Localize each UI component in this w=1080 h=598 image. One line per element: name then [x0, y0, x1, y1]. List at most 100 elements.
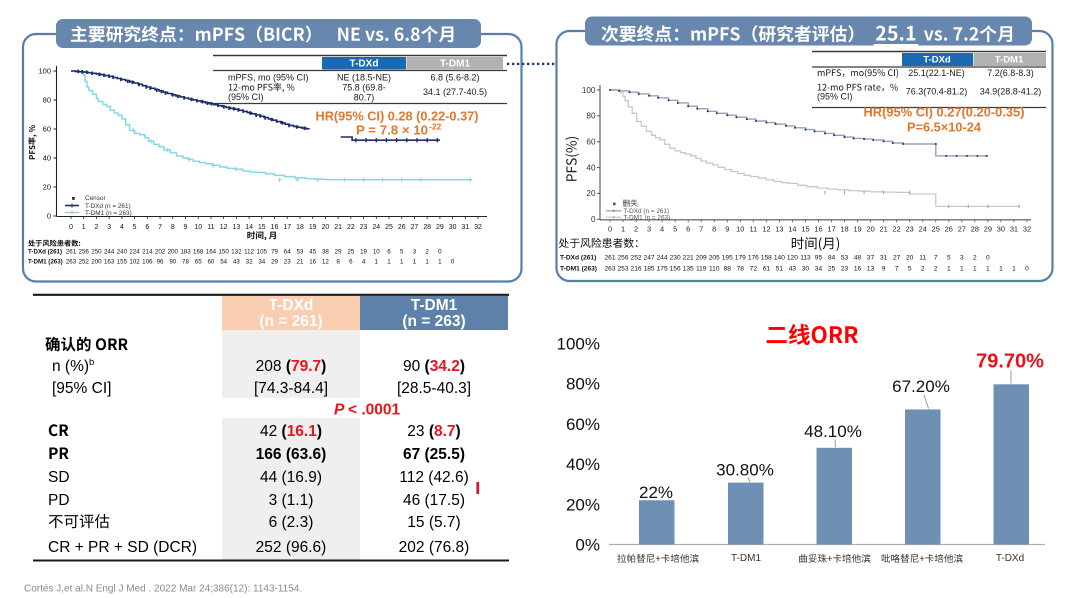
svg-text:): ) [460, 358, 465, 375]
svg-text:250: 250 [91, 249, 102, 256]
svg-text:40%: 40% [566, 455, 600, 474]
svg-text:31: 31 [880, 255, 888, 262]
svg-text:90: 90 [403, 358, 421, 375]
svg-text:120: 120 [787, 255, 798, 262]
svg-text:256: 256 [618, 255, 629, 262]
svg-text:20: 20 [586, 189, 596, 198]
svg-text:105: 105 [257, 249, 268, 256]
svg-text:166 (63.6): 166 (63.6) [256, 446, 327, 463]
svg-text:216: 216 [631, 266, 642, 273]
svg-text:3: 3 [107, 224, 111, 231]
svg-text:-22: -22 [429, 122, 442, 132]
svg-text:10: 10 [373, 249, 380, 256]
svg-text:79.7: 79.7 [291, 358, 321, 375]
svg-text:9: 9 [882, 266, 886, 273]
svg-text:P = 7.8 × 10: P = 7.8 × 10 [356, 123, 428, 138]
svg-text:90: 90 [169, 259, 176, 266]
svg-text:80: 80 [43, 96, 51, 105]
svg-text:78: 78 [737, 266, 745, 273]
svg-text:164: 164 [206, 249, 217, 256]
svg-text:112 (42.6): 112 (42.6) [399, 469, 469, 486]
svg-text:61: 61 [763, 266, 771, 273]
svg-text:11: 11 [919, 255, 926, 262]
svg-text:40: 40 [43, 154, 51, 163]
svg-text:95: 95 [815, 255, 823, 262]
svg-text:22%: 22% [639, 483, 673, 502]
svg-text:3: 3 [647, 225, 651, 234]
svg-text:(: ( [425, 358, 431, 375]
svg-text:43: 43 [789, 266, 797, 273]
svg-text:5: 5 [947, 255, 951, 262]
svg-text:221: 221 [683, 255, 694, 262]
svg-text:175: 175 [657, 266, 668, 273]
svg-text:202 (76.8): 202 (76.8) [399, 539, 470, 556]
svg-text:263: 263 [66, 259, 77, 266]
svg-text:80%: 80% [566, 375, 600, 394]
svg-text:100: 100 [582, 86, 596, 95]
svg-text:25: 25 [385, 224, 393, 231]
svg-text:60: 60 [207, 259, 214, 266]
svg-text:200: 200 [168, 249, 179, 256]
svg-text:14: 14 [788, 225, 796, 234]
svg-text:NE (18.5-NE): NE (18.5-NE) [337, 73, 391, 83]
svg-text:24: 24 [919, 225, 927, 234]
svg-text:25: 25 [932, 225, 940, 234]
svg-text:T-DM1 (n = 263): T-DM1 (n = 263) [624, 214, 671, 221]
svg-text:7: 7 [158, 224, 162, 231]
svg-text:1: 1 [387, 259, 391, 266]
svg-text:26: 26 [398, 224, 406, 231]
svg-text:1: 1 [960, 266, 964, 273]
svg-text:18: 18 [296, 224, 304, 231]
svg-text:88: 88 [724, 266, 732, 273]
svg-text:T-DM1 (263): T-DM1 (263) [28, 259, 63, 266]
svg-text:106: 106 [142, 259, 153, 266]
svg-text:1: 1 [425, 259, 429, 266]
svg-text:135: 135 [683, 266, 694, 273]
svg-text:(95% CI): (95% CI) [228, 92, 264, 102]
svg-text:53: 53 [297, 249, 304, 256]
svg-text:11: 11 [749, 225, 757, 234]
svg-text:30: 30 [997, 225, 1005, 234]
svg-text:28: 28 [423, 224, 431, 231]
svg-text:29: 29 [271, 259, 278, 266]
svg-text:8: 8 [171, 224, 175, 231]
svg-text:T-DXd: T-DXd [269, 297, 314, 314]
svg-text:29: 29 [436, 224, 444, 231]
svg-text:5: 5 [400, 249, 404, 256]
svg-text:256: 256 [79, 249, 90, 256]
svg-text:34.2: 34.2 [430, 358, 460, 375]
svg-text:20: 20 [866, 225, 874, 234]
svg-text:0: 0 [69, 224, 73, 231]
svg-text:3: 3 [413, 249, 417, 256]
svg-text:214: 214 [142, 249, 153, 256]
svg-text:253: 253 [618, 266, 629, 273]
svg-text:158: 158 [761, 255, 772, 262]
svg-text:T-DXd: T-DXd [350, 59, 379, 70]
svg-text:T-DXd (n = 261): T-DXd (n = 261) [85, 203, 131, 210]
svg-text:119: 119 [696, 266, 707, 273]
svg-text:(: ( [429, 423, 435, 440]
svg-text:195: 195 [722, 255, 733, 262]
svg-text:53: 53 [841, 255, 849, 262]
svg-text:20: 20 [43, 183, 51, 192]
svg-text:8: 8 [712, 225, 716, 234]
svg-text:0: 0 [47, 212, 51, 221]
svg-text:17: 17 [283, 224, 291, 231]
svg-text:1: 1 [400, 259, 404, 266]
svg-text:60: 60 [43, 125, 51, 134]
svg-text:67.20%: 67.20% [892, 377, 950, 396]
svg-text:16: 16 [271, 224, 279, 231]
svg-text:51: 51 [776, 266, 784, 273]
svg-text:2: 2 [425, 249, 429, 256]
svg-text:5: 5 [673, 225, 677, 234]
svg-text:224: 224 [129, 249, 140, 256]
svg-text:54: 54 [220, 259, 227, 266]
svg-text:60%: 60% [566, 415, 600, 434]
svg-text:200: 200 [91, 259, 102, 266]
svg-text:44 (16.9): 44 (16.9) [260, 469, 322, 486]
svg-text:HR(95% CI) 0.27(0.20-0.35): HR(95% CI) 0.27(0.20-0.35) [864, 105, 1025, 120]
svg-text:244: 244 [104, 249, 115, 256]
svg-text:14: 14 [245, 224, 253, 231]
svg-text:1: 1 [621, 225, 625, 234]
svg-text:0: 0 [986, 255, 990, 262]
